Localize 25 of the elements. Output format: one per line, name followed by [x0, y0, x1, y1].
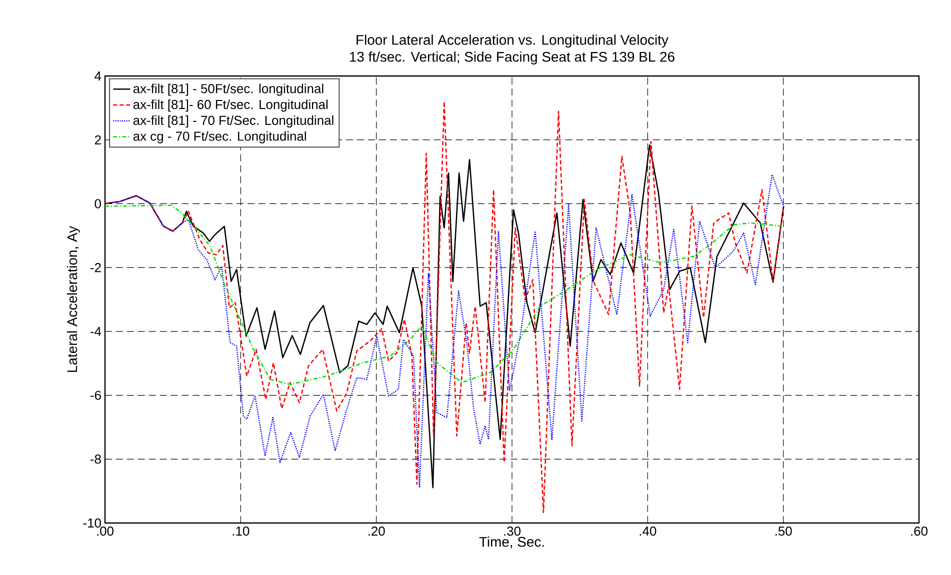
- y-tick-label: -2: [90, 263, 101, 272]
- y-tick-label: -10: [83, 518, 101, 528]
- x-tick-label: .60: [911, 526, 928, 536]
- y-tick-label: 0: [94, 199, 101, 208]
- line-series: [105, 204, 784, 386]
- y-tick-label: -8: [90, 454, 101, 464]
- legend-label: ax-filt [81]- 60 Ft/sec. Longitudinal: [133, 100, 328, 112]
- legend-label: ax cg - 70 Ft/sec. Longitudinal: [133, 131, 306, 144]
- chart-title: Floor Lateral Acceleration vs. Longitudinal Velocity: [356, 34, 668, 48]
- x-tick-label: .40: [640, 526, 656, 536]
- line-series: [105, 100, 784, 514]
- y-tick-label: 2: [94, 135, 101, 144]
- x-tick-label: .10: [232, 526, 250, 536]
- y-tick-label: -4: [90, 326, 102, 336]
- x-tick-label: .30: [504, 526, 521, 536]
- x-tick-label: .00: [97, 526, 114, 536]
- legend-label: ax-filt [81] - 70 Ft/Sec. Longitudinal: [133, 115, 334, 128]
- chart-subtitle: 13 ft/sec. Vertical; Side Facing Seat at FS 139 BL 26: [350, 52, 674, 64]
- legend-label: ax-filt [81] - 50Ft/sec. longitudinal: [133, 84, 324, 96]
- y-tick-label: 4: [94, 72, 102, 80]
- y-axis-title: Lateral Acceleration, Ay: [66, 226, 80, 372]
- y-tick-label: -6: [90, 390, 101, 400]
- x-axis-title: Time, Sec.: [479, 536, 544, 548]
- x-tick-label: .50: [776, 526, 792, 536]
- x-tick-label: .20: [368, 526, 385, 536]
